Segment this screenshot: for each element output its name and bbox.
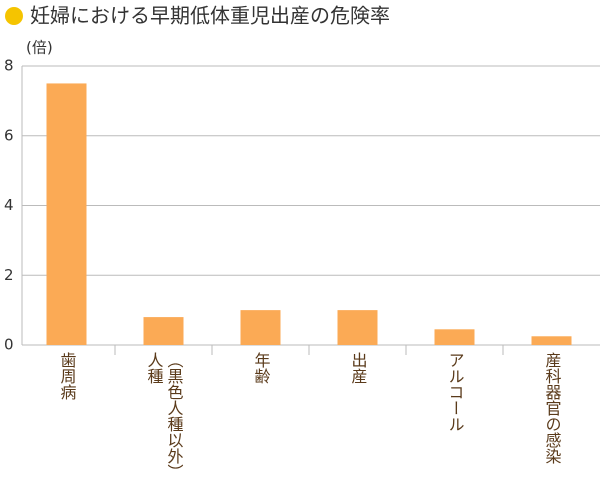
chart-title: 妊婦における早期低体重児出産の危険率 — [30, 4, 390, 28]
x-tick-label: 人種（黒色人種以外） — [144, 352, 184, 480]
y-tick-label: 6 — [4, 126, 14, 144]
x-tick-label: 出産 — [348, 352, 368, 384]
bar — [337, 310, 378, 345]
x-tick-label: 歯周病 — [57, 352, 77, 400]
y-tick-label: 8 — [4, 57, 14, 75]
y-tick-label: 4 — [4, 196, 14, 214]
title-bullet — [5, 7, 23, 25]
x-tick-label: アルコール — [445, 352, 465, 432]
y-tick-label: 0 — [4, 336, 14, 354]
y-unit: (倍) — [26, 39, 53, 57]
x-tick-label: 産科器官の感染 — [542, 352, 562, 464]
x-tick-label: 年齢 — [251, 352, 271, 384]
bar — [434, 329, 475, 345]
bar — [143, 317, 184, 345]
y-tick-label: 2 — [4, 266, 14, 284]
bar — [531, 336, 572, 345]
bar — [240, 310, 281, 345]
bar — [46, 83, 87, 345]
